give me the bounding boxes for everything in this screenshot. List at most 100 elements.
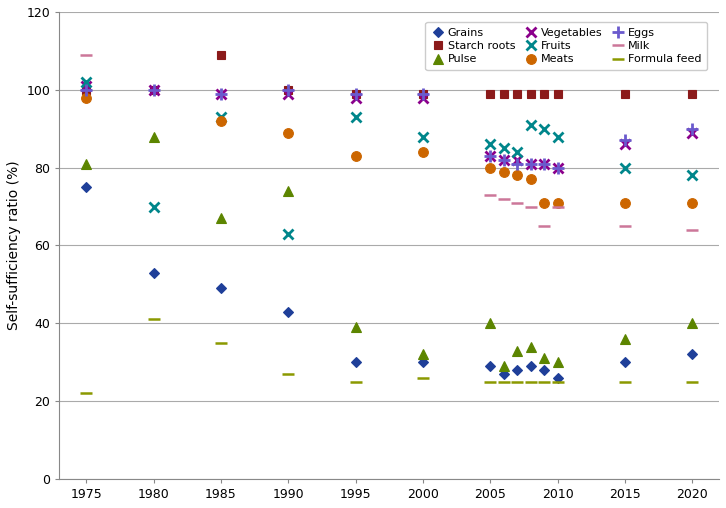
Fruits	[351, 114, 360, 120]
Milk	[526, 204, 535, 210]
Vegetables	[418, 94, 427, 101]
Grains	[418, 359, 427, 365]
Milk	[499, 196, 508, 202]
Starch roots	[553, 90, 562, 97]
Formula feed	[284, 371, 293, 377]
Starch roots	[621, 90, 629, 97]
Vegetables	[688, 130, 696, 136]
Formula feed	[553, 378, 562, 385]
Starch roots	[513, 90, 521, 97]
Formula feed	[688, 378, 696, 385]
Formula feed	[351, 378, 360, 385]
Formula feed	[82, 390, 91, 396]
Pulse	[513, 347, 521, 354]
Eggs	[526, 161, 535, 167]
Line: Formula feed: Formula feed	[80, 313, 698, 400]
Fruits	[82, 79, 91, 85]
Eggs	[688, 125, 696, 132]
Eggs	[150, 87, 158, 93]
Fruits	[284, 231, 293, 237]
Grains	[513, 367, 521, 373]
Formula feed	[150, 316, 158, 323]
Eggs	[351, 90, 360, 97]
Y-axis label: Self-sufficiency ratio (%): Self-sufficiency ratio (%)	[7, 161, 21, 330]
Fruits	[539, 125, 548, 132]
Fruits	[526, 122, 535, 128]
Eggs	[82, 87, 91, 93]
Fruits	[418, 134, 427, 140]
Grains	[150, 270, 158, 276]
Vegetables	[553, 165, 562, 171]
Pulse	[216, 215, 225, 221]
Meats	[351, 153, 360, 159]
Line: Vegetables: Vegetables	[81, 81, 697, 173]
Line: Eggs: Eggs	[81, 84, 698, 173]
Vegetables	[216, 90, 225, 97]
Eggs	[499, 157, 508, 163]
Meats	[82, 94, 91, 101]
Fruits	[688, 172, 696, 178]
Fruits	[216, 114, 225, 120]
Pulse	[150, 134, 158, 140]
Formula feed	[539, 378, 548, 385]
Fruits	[513, 149, 521, 155]
Eggs	[486, 153, 494, 159]
Eggs	[539, 161, 548, 167]
Meats	[526, 176, 535, 182]
Pulse	[351, 324, 360, 330]
Grains	[351, 359, 360, 365]
Starch roots	[150, 87, 158, 93]
Pulse	[418, 352, 427, 358]
Vegetables	[351, 94, 360, 101]
Fruits	[553, 134, 562, 140]
Milk	[621, 223, 629, 229]
Milk	[539, 223, 548, 229]
Meats	[539, 200, 548, 206]
Meats	[621, 200, 629, 206]
Vegetables	[82, 83, 91, 89]
Starch roots	[284, 87, 293, 93]
Milk	[553, 204, 562, 210]
Eggs	[621, 137, 629, 143]
Starch roots	[216, 52, 225, 58]
Vegetables	[150, 87, 158, 93]
Grains	[82, 184, 91, 190]
Fruits	[486, 141, 494, 147]
Grains	[499, 371, 508, 377]
Formula feed	[621, 378, 629, 385]
Grains	[688, 352, 696, 358]
Formula feed	[526, 378, 535, 385]
Pulse	[553, 359, 562, 365]
Meats	[499, 169, 508, 175]
Starch roots	[499, 90, 508, 97]
Vegetables	[284, 90, 293, 97]
Line: Milk: Milk	[80, 48, 698, 236]
Vegetables	[539, 161, 548, 167]
Vegetables	[621, 141, 629, 147]
Eggs	[418, 90, 427, 97]
Starch roots	[526, 90, 535, 97]
Line: Starch roots: Starch roots	[82, 51, 696, 98]
Grains	[539, 367, 548, 373]
Starch roots	[82, 87, 91, 93]
Grains	[526, 363, 535, 369]
Pulse	[82, 161, 91, 167]
Milk	[486, 192, 494, 198]
Eggs	[216, 90, 225, 97]
Line: Fruits: Fruits	[81, 77, 697, 239]
Meats	[418, 149, 427, 155]
Eggs	[284, 87, 293, 93]
Formula feed	[486, 378, 494, 385]
Pulse	[688, 320, 696, 326]
Meats	[216, 118, 225, 124]
Line: Pulse: Pulse	[81, 132, 697, 371]
Pulse	[621, 336, 629, 342]
Grains	[284, 308, 293, 314]
Grains	[216, 285, 225, 292]
Pulse	[284, 188, 293, 194]
Fruits	[499, 145, 508, 151]
Formula feed	[499, 378, 508, 385]
Meats	[688, 200, 696, 206]
Eggs	[553, 165, 562, 171]
Starch roots	[418, 90, 427, 97]
